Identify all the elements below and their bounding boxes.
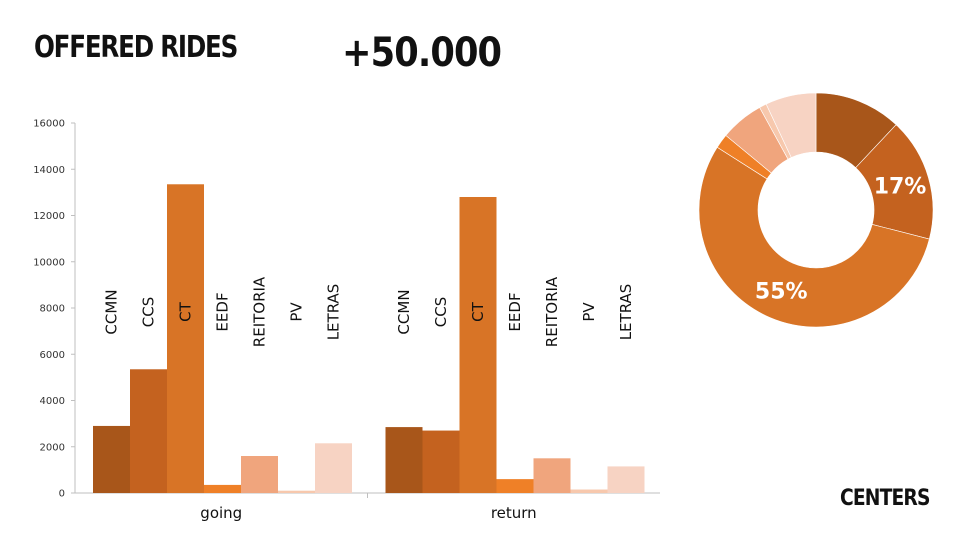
bar-return-pv xyxy=(570,489,608,493)
bar-going-reitoria xyxy=(241,456,278,493)
bar-return-ct xyxy=(459,197,497,493)
category-label: EEDF xyxy=(214,292,232,331)
donut-slice xyxy=(698,146,930,328)
centers-label: CENTERS xyxy=(840,486,930,511)
category-label: LETRAS xyxy=(617,284,635,341)
y-tick-label: 12000 xyxy=(33,211,65,222)
bar-going-ccmn xyxy=(93,425,130,493)
page-title: OFFERED RIDES xyxy=(34,30,238,65)
category-label: REITORIA xyxy=(543,276,561,347)
y-tick-label: 16000 xyxy=(33,119,65,130)
group-label: going xyxy=(200,504,242,522)
slice-percent-label: 55% xyxy=(755,279,808,304)
y-tick-label: 8000 xyxy=(40,304,65,315)
category-label: CT xyxy=(177,301,195,321)
bar-chart: 0 2000 4000 6000 8000 10000 12000 14000 16000 CCM… xyxy=(33,119,660,522)
y-tick-label: 0 xyxy=(59,489,65,500)
bar-return-reitoria xyxy=(533,458,571,493)
bar-going-letras xyxy=(315,443,352,493)
y-tick-label: 4000 xyxy=(40,396,65,407)
category-label: CCMN xyxy=(103,289,121,334)
category-label: CCS xyxy=(140,297,158,327)
category-label: CCS xyxy=(432,297,450,327)
category-label: PV xyxy=(580,302,598,322)
bar-return-ccmn xyxy=(385,427,423,493)
bar-return-eedf xyxy=(496,479,534,493)
group-label: return xyxy=(491,504,537,522)
y-tick-label: 6000 xyxy=(40,350,65,361)
category-label: CT xyxy=(469,301,487,321)
category-label: CCMN xyxy=(395,289,413,334)
bar-going-ccs xyxy=(130,369,167,493)
category-label: PV xyxy=(288,302,306,322)
headline-value: +50.000 xyxy=(342,30,502,76)
slice-percent-label: 17% xyxy=(874,175,927,200)
y-tick-label: 14000 xyxy=(33,165,65,176)
bar-return-letras xyxy=(607,466,645,493)
category-label: LETRAS xyxy=(325,284,343,341)
y-tick-label: 2000 xyxy=(40,442,65,453)
bar-going-ct xyxy=(167,184,204,493)
category-label: REITORIA xyxy=(251,276,269,347)
donut-slice xyxy=(765,92,817,158)
bar-going-pv xyxy=(278,490,315,493)
category-label: EEDF xyxy=(506,292,524,331)
bar-return-ccs xyxy=(422,430,460,493)
bar-going-eedf xyxy=(204,484,241,493)
y-tick-label: 10000 xyxy=(33,257,65,268)
